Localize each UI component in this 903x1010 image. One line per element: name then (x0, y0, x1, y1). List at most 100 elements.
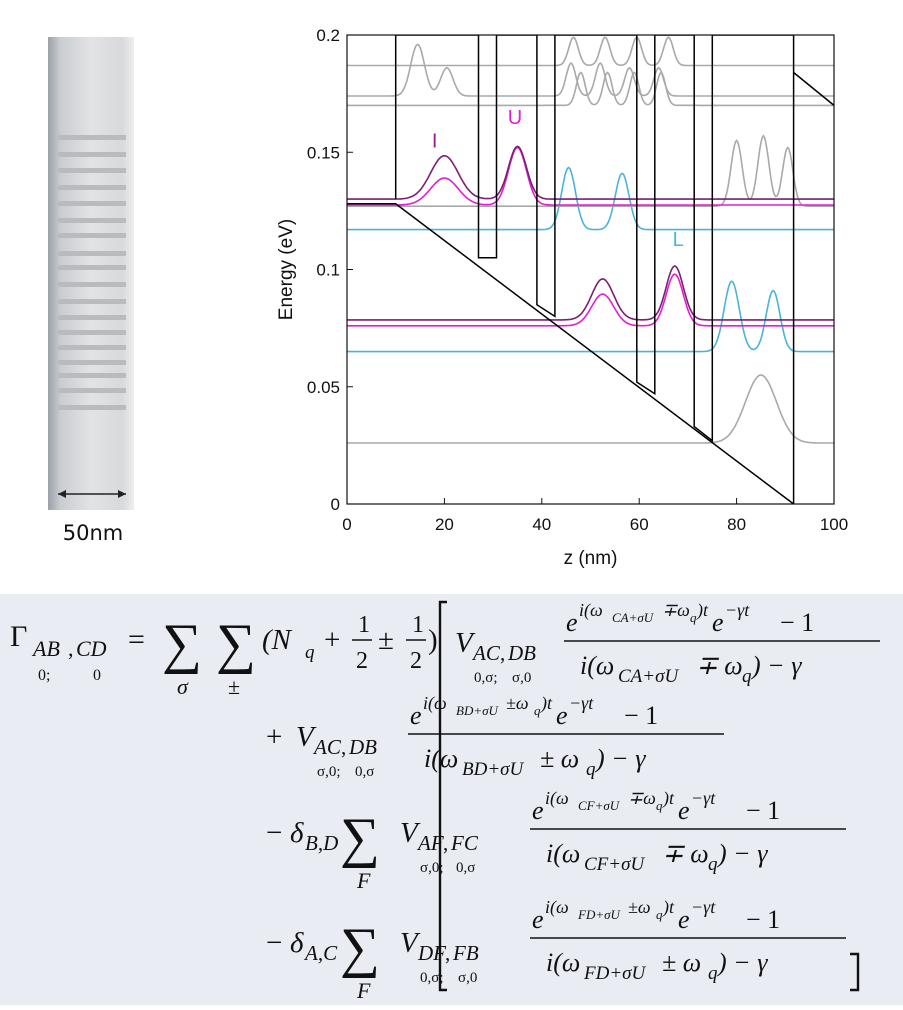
barrier-layer (58, 265, 126, 270)
eq-t3-fc: FC (450, 831, 479, 855)
eq-half-den: 2 (356, 648, 368, 674)
barrier-layer (58, 233, 126, 238)
eq-t2-den: i(ω (424, 744, 458, 773)
eq-t4-den-sub: FD+σU (583, 963, 647, 984)
barrier-layer (58, 185, 126, 190)
barrier-layer (58, 218, 126, 223)
barrier-layer (58, 135, 126, 140)
eq-t4-delta: δ (290, 927, 304, 959)
eq-t4-decay: −γt (691, 897, 716, 917)
wavefunction-curve (347, 265, 834, 321)
eq-t1-sub2: σ,0 (512, 670, 531, 686)
y-tick-label: 0.15 (307, 143, 340, 162)
eq-t1-exp-tail: )t (696, 600, 709, 621)
eq-t4-exp-sub: FD+σU (577, 907, 622, 922)
barrier-layer (58, 152, 126, 157)
eq-t1-sub1: 0,σ; (474, 670, 498, 686)
eq-t1-e2: e (712, 608, 724, 637)
eq-t2-exp-sub: BD+σU (456, 703, 500, 718)
eq-t1-exp-rest: ∓ω (662, 600, 690, 620)
eq-t1-exp-q: q (690, 610, 697, 625)
eq-half-den-2: 2 (410, 648, 422, 674)
eq-t1-den-tail: ) − γ (750, 651, 802, 680)
equation: Γ AB , CD 0; 0 = ∑ σ ∑ ± (N q + 1 2 ± 1 … (10, 600, 880, 1003)
eq-plus: + (324, 624, 340, 656)
level-label-l: L (673, 229, 684, 251)
eq-gamma: Γ (10, 620, 27, 653)
eq-t4-exp-q: q (656, 907, 663, 922)
eq-t3-delta: δ (290, 817, 304, 849)
eq-t1-exp: i(ω (579, 600, 603, 621)
eq-sum-pm-index: ± (228, 674, 240, 699)
eq-t2-e: e (410, 701, 422, 730)
barrier-layer (58, 373, 126, 378)
eq-bracket-left (438, 600, 447, 992)
eq-occupation-q: q (305, 642, 315, 663)
eq-t3-delta-sub: B,D (305, 831, 338, 855)
eq-t1-decay: −γt (725, 600, 750, 620)
barrier-layer (58, 330, 126, 335)
eq-t4-sub1: 0,σ; (420, 970, 444, 986)
x-tick-label: 40 (532, 515, 551, 534)
eq-t2-den-tail: ) − γ (594, 744, 646, 773)
eq-t2-exp-rest: ±ω (506, 693, 529, 713)
figure: 50nm 0 20 40 60 80 100 0 0.05 0.1 0.15 0.2 I U L z (… (48, 26, 849, 569)
eq-t1-den-rest: ∓ ω (696, 651, 743, 680)
eq-t1-den: i(ω (580, 651, 614, 680)
eq-t2-exp-q: q (534, 703, 541, 718)
eq-half-num-2: 1 (412, 612, 424, 638)
superlattice-structure: 50nm (48, 37, 134, 545)
eq-t4-exp-tail: )t (662, 897, 675, 918)
x-tick-label: 20 (435, 515, 454, 534)
wavefunction-curve (347, 145, 834, 200)
x-tick-label: 100 (820, 515, 848, 534)
eq-t4-den-tail: ) − γ (716, 948, 768, 977)
eq-t2-exp: i(ω (423, 693, 447, 714)
eq-t4-e2: e (678, 905, 690, 934)
eq-t2-den-q: q (586, 759, 596, 780)
eq-t1-exp-sub: CA+σU (612, 610, 655, 625)
eq-t4-e: e (532, 905, 544, 934)
band-slope-line (347, 203, 795, 504)
level-label-i: I (432, 131, 438, 153)
eq-t3-minus: − (266, 817, 282, 849)
eq-t4-comma: , (445, 941, 450, 965)
x-axis-label: z (nm) (564, 548, 618, 569)
eq-t2-decay: −γt (569, 693, 594, 713)
eq-t1-e: e (566, 608, 578, 637)
wavefunction-curve (347, 36, 834, 67)
eq-t4-exp: i(ω (545, 897, 569, 918)
x-tick-label: 0 (342, 515, 351, 534)
eq-t3-sub1: σ,0; (420, 860, 444, 876)
structure-bar (48, 37, 134, 510)
eq-sub-ab: AB (31, 636, 60, 661)
wavefunction-curve (347, 146, 834, 206)
barrier-layer (58, 345, 126, 350)
eq-t3-den-sub: CF+σU (584, 854, 645, 875)
scale-label: 50nm (63, 521, 124, 545)
y-axis-label: Energy (eV) (276, 219, 297, 320)
eq-t3-den: i(ω (546, 839, 580, 868)
x-tick-label: 60 (630, 515, 649, 534)
eq-t3-exp-tail: )t (662, 788, 675, 809)
eq-t3-af: AF (416, 831, 444, 855)
eq-sum-sigma-index: σ (177, 674, 189, 699)
eq-t4-delta-sub: A,C (303, 941, 338, 965)
eq-t4-fb: FB (452, 941, 479, 965)
eq-pm: ± (378, 624, 394, 656)
eq-t3-v: V (400, 817, 421, 849)
wavefunction-curve (347, 280, 834, 353)
eq-t3-comma: , (443, 831, 448, 855)
eq-t3-minus-one: − 1 (746, 796, 780, 825)
eq-sub-cd: CD (76, 636, 107, 661)
chart-curves (347, 36, 834, 444)
eq-t1-den-sub: CA+σU (618, 666, 679, 687)
eq-t4-v: V (400, 927, 421, 959)
wavefunction-curve (347, 374, 834, 444)
equation-panel: Γ AB , CD 0; 0 = ∑ σ ∑ ± (N q + 1 2 ± 1 … (0, 594, 903, 1005)
eq-t3-den-tail: ) − γ (716, 839, 768, 868)
wavefunction-curve (347, 273, 834, 327)
eq-t3-e2: e (678, 796, 690, 825)
y-tick-label: 0 (331, 495, 340, 514)
eq-t1-db: DB (507, 641, 536, 665)
